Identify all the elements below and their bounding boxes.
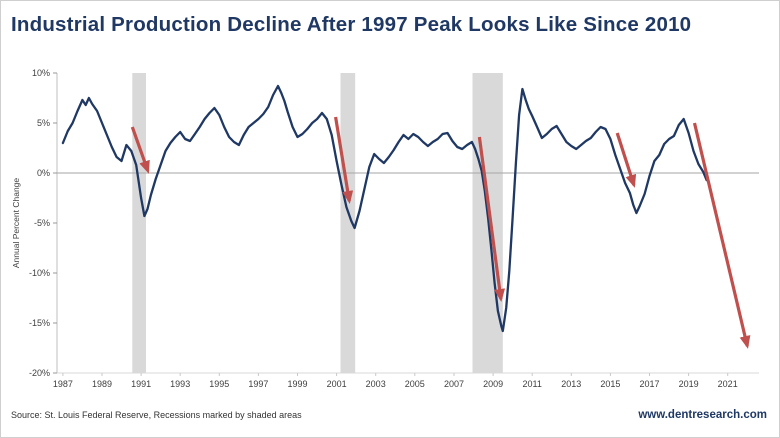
decline-arrow: [334, 116, 354, 204]
x-tick-label: 1997: [248, 379, 268, 389]
footer: Source: St. Louis Federal Reserve, Reces…: [1, 409, 779, 421]
page-title: Industrial Production Decline After 1997…: [11, 13, 692, 36]
x-tick-label: 1991: [131, 379, 151, 389]
x-tick-label: 2015: [600, 379, 620, 389]
y-tick-label: 10%: [32, 68, 50, 78]
recession-band: [340, 73, 356, 373]
decline-arrow: [477, 136, 506, 302]
y-axis-title: Annual Percent Change: [11, 178, 21, 269]
source-note: Source: St. Louis Federal Reserve, Reces…: [11, 410, 302, 420]
y-tick-label: -20%: [29, 368, 50, 378]
decline-arrow: [692, 122, 751, 349]
decline-arrow: [130, 126, 150, 174]
x-tick-label: 2001: [327, 379, 347, 389]
x-tick-label: 1989: [92, 379, 112, 389]
x-tick-label: 2007: [444, 379, 464, 389]
production-line: [61, 84, 708, 333]
x-tick-label: 2009: [483, 379, 503, 389]
x-tick-label: 1993: [170, 379, 190, 389]
x-tick-label: 2005: [405, 379, 425, 389]
x-tick-label: 2019: [679, 379, 699, 389]
recession-band: [132, 73, 146, 373]
x-tick-label: 1999: [287, 379, 307, 389]
y-tick-label: 5%: [37, 118, 50, 128]
y-tick-label: -10%: [29, 268, 50, 278]
line-chart: 10% 5% 0% -5% -10% -15% -20%1987 1989 1991 1993 19…: [11, 68, 759, 389]
y-tick-label: -5%: [34, 218, 50, 228]
x-tick-label: 2013: [561, 379, 581, 389]
x-tick-label: 2011: [523, 379, 542, 389]
x-tick-label: 2017: [639, 379, 659, 389]
y-tick-label: -15%: [29, 318, 50, 328]
y-tick-label: 0%: [37, 168, 50, 178]
website-link: www.dentresearch.com: [638, 409, 767, 421]
x-tick-label: 2003: [366, 379, 386, 389]
decline-arrow: [615, 132, 637, 188]
x-tick-label: 1995: [209, 379, 229, 389]
x-tick-label: 2021: [718, 379, 738, 389]
x-tick-label: 1987: [53, 379, 73, 389]
